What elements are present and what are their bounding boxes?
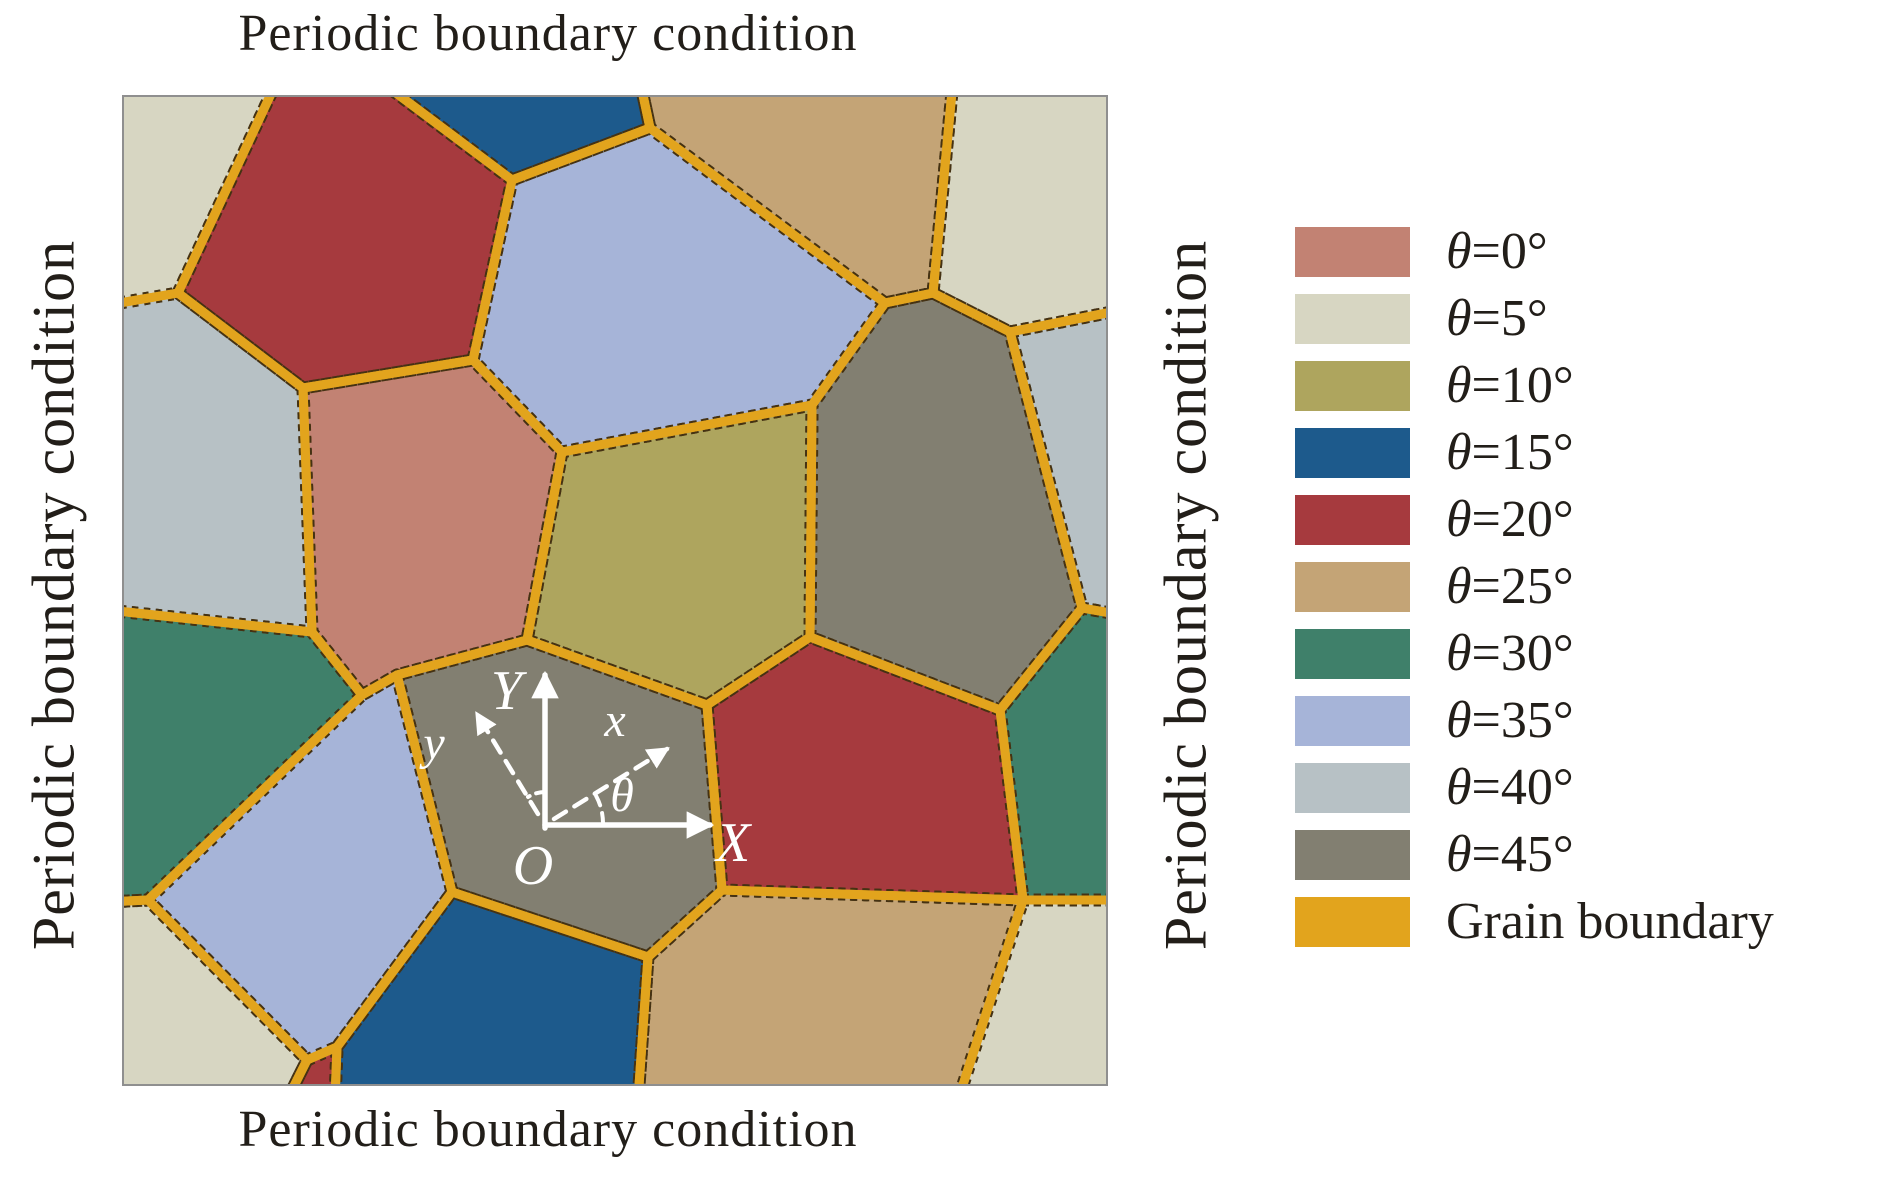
legend-label-35: θ=35° [1446,692,1574,749]
legend-label-20: θ=20° [1446,491,1574,548]
top-boundary-label: Periodic boundary condition [238,5,858,62]
legend-label-0: θ=0° [1446,223,1548,280]
legend-label-40: θ=40° [1446,759,1574,816]
legend-swatch-40 [1295,763,1410,813]
legend-swatch-35 [1295,696,1410,746]
legend-swatch-25 [1295,562,1410,612]
grain-map-panel: Y X x y θ O [122,95,1108,1086]
legend-swatch-45 [1295,830,1410,880]
legend-label-5: θ=5° [1446,290,1548,347]
grain-theta-20 [707,637,1023,900]
grain-map: Y X x y θ O [122,95,1108,1086]
legend-swatch-15 [1295,428,1410,478]
theta-angle-arc [593,792,605,825]
grain-theta-40 [122,293,312,632]
left-boundary-label: Periodic boundary condition [20,239,87,951]
legend-label-10: θ=10° [1446,357,1574,414]
grain-theta-35 [473,128,885,452]
grain-theta-20 [178,95,512,388]
legend-swatch-30 [1295,629,1410,679]
grain-theta-5 [933,95,1108,332]
local-x-label: x [603,694,625,747]
legend-label-45: θ=45° [1446,826,1574,883]
bottom-boundary-label: Periodic boundary condition [238,1101,858,1158]
legend-row-30: θ=30° [1295,625,1774,682]
grain-gold-boundaries [122,95,1108,1086]
global-y-label: Y [491,660,528,722]
grain-boundary [957,895,1108,1086]
legend-swatch-boundary [1295,897,1410,947]
grain-theta-15 [335,892,648,1086]
local-y-label: y [418,717,445,770]
legend-row-15: θ=15° [1295,424,1774,481]
legend-row-boundary: Grain boundary [1295,893,1774,950]
legend-swatch-5 [1295,294,1410,344]
legend-row-45: θ=45° [1295,826,1774,883]
legend-row-5: θ=5° [1295,290,1774,347]
right-boundary-label: Periodic boundary condition [1152,239,1219,951]
grain-theta-25 [638,890,1023,1086]
legend-row-35: θ=35° [1295,692,1774,749]
legend-row-10: θ=10° [1295,357,1774,414]
local-y-axis-arrow [474,711,541,817]
grain-theta-5 [122,900,307,1086]
legend-swatch-10 [1295,361,1410,411]
local-x-axis-arrow [551,746,670,822]
axes-annotation [474,670,715,839]
origin-label: O [513,835,553,897]
grain-theta-35 [148,675,452,1060]
map-border [122,95,1108,1086]
legend-row-40: θ=40° [1295,759,1774,816]
legend: θ=0° θ=5° θ=10° θ=15° θ=20° θ=25° θ=30° θ=35° θ=… [1295,223,1774,964]
y-angle-arc [526,790,547,799]
legend-row-25: θ=25° [1295,558,1774,615]
legend-row-20: θ=20° [1295,491,1774,548]
legend-swatch-20 [1295,495,1410,545]
grain-theta-40 [1010,312,1108,613]
grain-theta-5 [962,900,1108,1086]
legend-label-25: θ=25° [1446,558,1574,615]
grain-theta-25 [642,95,952,303]
grain-theta-0 [303,360,562,695]
grain-theta-45 [810,293,1082,710]
grain-theta-5 [122,95,271,303]
grain-theta-10 [527,405,812,705]
legend-row-0: θ=0° [1295,223,1774,280]
theta-label: θ [610,769,634,822]
legend-label-boundary: Grain boundary [1446,893,1774,950]
legend-label-15: θ=15° [1446,424,1574,481]
grain-boundary [288,1042,342,1086]
legend-label-30: θ=30° [1446,625,1574,682]
grain-theta-15 [398,95,650,180]
grain-fills [122,95,1108,1086]
global-x-label: X [714,812,753,874]
legend-swatch-0 [1295,227,1410,277]
grain-theta-30 [122,611,362,902]
